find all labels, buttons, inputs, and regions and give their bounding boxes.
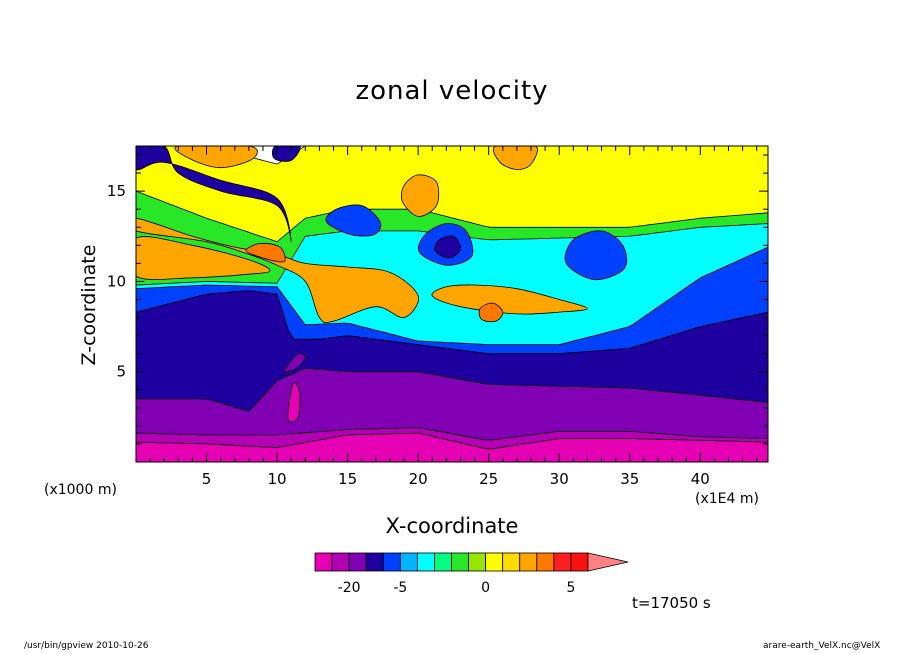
x-tick-label: 15 bbox=[338, 470, 357, 488]
colorbar-swatch bbox=[331, 552, 350, 572]
colorbar-swatch bbox=[536, 552, 555, 572]
region-orange-west-lower bbox=[136, 236, 271, 280]
region-pink-column bbox=[287, 382, 301, 423]
colorbar-swatch bbox=[399, 552, 418, 572]
colorbar-tick-label: 0 bbox=[481, 580, 490, 596]
colorbar-tick-label: -20 bbox=[338, 580, 361, 596]
colorbar-swatch bbox=[314, 552, 333, 572]
x-axis-label: X-coordinate bbox=[385, 514, 519, 538]
band-magenta bbox=[136, 432, 768, 462]
x-tick-label: 5 bbox=[202, 470, 212, 488]
time-label: t=17050 s bbox=[632, 594, 711, 612]
region-orange-top-right bbox=[493, 146, 538, 170]
x-tick-label: 25 bbox=[479, 470, 498, 488]
region-dark-orange-core bbox=[245, 242, 286, 263]
footer-dataset: arare-earth_VelX.nc@VelX bbox=[763, 641, 881, 651]
chart-title: zonal velocity bbox=[355, 76, 549, 106]
x-tick-label: 30 bbox=[550, 470, 569, 488]
region-blue-vortex-east bbox=[564, 230, 628, 281]
colorbar: -20 -5 0 5 bbox=[314, 552, 629, 596]
colorbar-swatch bbox=[570, 552, 589, 572]
colorbar-swatch bbox=[485, 552, 504, 572]
colorbar-swatch bbox=[416, 552, 435, 572]
colorbar-swatch bbox=[348, 552, 367, 572]
colorbar-swatch bbox=[365, 552, 384, 572]
region-navy-upper-vortex bbox=[325, 204, 382, 237]
x-scale-label: (x1E4 m) bbox=[695, 491, 759, 507]
colorbar-extend-arrow bbox=[587, 552, 629, 572]
y-tick-label: 10 bbox=[107, 272, 126, 290]
region-navy-jet-west bbox=[136, 146, 292, 243]
colorbar-swatch bbox=[553, 552, 572, 572]
y-tick-label: 5 bbox=[116, 363, 126, 381]
region-orange-top-left bbox=[174, 146, 258, 169]
region-violet-wave bbox=[283, 353, 306, 373]
colorbar-tick-label: -5 bbox=[393, 580, 407, 596]
colorbar-swatch bbox=[451, 552, 469, 572]
x-tick-label: 20 bbox=[409, 470, 428, 488]
x-unit-label: (x1000 m) bbox=[44, 482, 117, 498]
x-tick-label: 40 bbox=[691, 470, 710, 488]
x-tick-label: 35 bbox=[620, 470, 639, 488]
axis-ticks: 5 10 15 20 25 30 35 40 5 10 15 bbox=[107, 146, 768, 488]
x-tick-label: 10 bbox=[268, 470, 287, 488]
y-tick-label: 15 bbox=[107, 182, 126, 200]
contour-field bbox=[136, 146, 768, 462]
colorbar-swatch bbox=[519, 552, 538, 572]
region-orange-west-layer bbox=[136, 217, 419, 323]
region-orange-top-mid bbox=[400, 174, 440, 217]
colorbar-swatch bbox=[434, 552, 452, 572]
colorbar-swatch bbox=[502, 552, 521, 572]
region-orange-east-core bbox=[478, 302, 504, 323]
plot-border bbox=[135, 145, 769, 463]
plot-frame bbox=[135, 145, 769, 463]
region-navy-vortex-center bbox=[434, 235, 461, 259]
footer-program-date: /usr/bin/gpview 2010-10-26 bbox=[24, 641, 149, 651]
colorbar-tick-label: 5 bbox=[566, 580, 575, 596]
colorbar-swatch bbox=[468, 552, 487, 572]
region-navy-jet-top bbox=[272, 146, 301, 162]
colorbar-swatch bbox=[382, 552, 401, 572]
